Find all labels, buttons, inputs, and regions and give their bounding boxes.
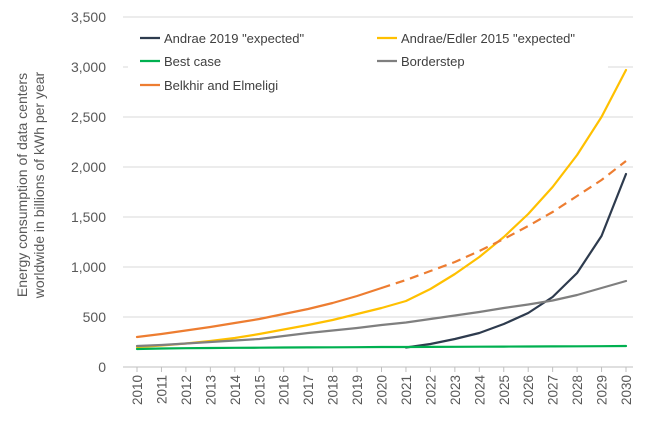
legend-label: Andrae/Edler 2015 "expected" bbox=[401, 31, 575, 46]
y-tick-label: 3,000 bbox=[71, 59, 106, 75]
y-axis-title-line-1: Energy consumption of data centers bbox=[14, 73, 30, 297]
x-tick-label: 2026 bbox=[521, 375, 536, 405]
axes: 0 500 1,000 1,500 2,000 2,500 3,000 3,500 2010 20… bbox=[71, 9, 634, 405]
series-line bbox=[135, 344, 628, 351]
legend-label: Belkhir and Elmeligi bbox=[164, 78, 278, 93]
x-tick-label: 2010 bbox=[130, 375, 145, 405]
x-tick-label: 2015 bbox=[252, 375, 267, 405]
y-tick-label: 2,000 bbox=[71, 159, 106, 175]
x-tick-label: 2011 bbox=[154, 375, 169, 404]
series-line bbox=[135, 286, 383, 339]
series-line-projection bbox=[381, 160, 627, 290]
x-tick-label: 2021 bbox=[399, 375, 414, 405]
x-tick-label: 2012 bbox=[179, 375, 194, 405]
y-tick-label: 500 bbox=[83, 309, 107, 325]
legend-label: Borderstep bbox=[401, 54, 465, 69]
y-tick-label: 3,500 bbox=[71, 9, 106, 25]
x-tick-label: 2014 bbox=[228, 375, 243, 406]
x-tick-label: 2018 bbox=[326, 375, 341, 405]
x-tick-label: 2030 bbox=[619, 375, 634, 405]
x-tick-label: 2029 bbox=[595, 375, 610, 405]
series-line bbox=[135, 68, 628, 349]
x-tick-label: 2028 bbox=[570, 375, 585, 405]
legend-label: Best case bbox=[164, 54, 221, 69]
x-tick-label: 2025 bbox=[497, 375, 512, 405]
series-line bbox=[404, 172, 628, 349]
axis-labels: Energy consumption of data centers world… bbox=[14, 71, 47, 299]
x-tick-label: 2019 bbox=[350, 375, 365, 405]
legend-label: Andrae 2019 "expected" bbox=[164, 31, 304, 46]
x-tick-label: 2013 bbox=[203, 375, 218, 405]
x-tick-label: 2022 bbox=[423, 375, 438, 405]
x-tick-label: 2023 bbox=[448, 375, 463, 405]
y-tick-label: 1,000 bbox=[71, 259, 106, 275]
x-tick-label: 2017 bbox=[301, 375, 316, 405]
legend: Andrae 2019 "expected" Andrae/Edler 2015 … bbox=[128, 20, 608, 98]
x-tick-label: 2020 bbox=[375, 375, 390, 405]
series-lines bbox=[135, 68, 628, 351]
x-tick-label: 2024 bbox=[472, 375, 487, 406]
y-tick-label: 2,500 bbox=[71, 109, 106, 125]
y-axis-title-line-2: worldwide in billions of kWh per year bbox=[31, 71, 47, 299]
x-tick-label: 2016 bbox=[277, 375, 292, 405]
series-line bbox=[135, 279, 628, 348]
y-tick-label: 0 bbox=[98, 359, 106, 375]
x-tick-label: 2027 bbox=[546, 375, 561, 405]
legend-background bbox=[128, 20, 608, 98]
y-tick-label: 1,500 bbox=[71, 209, 106, 225]
